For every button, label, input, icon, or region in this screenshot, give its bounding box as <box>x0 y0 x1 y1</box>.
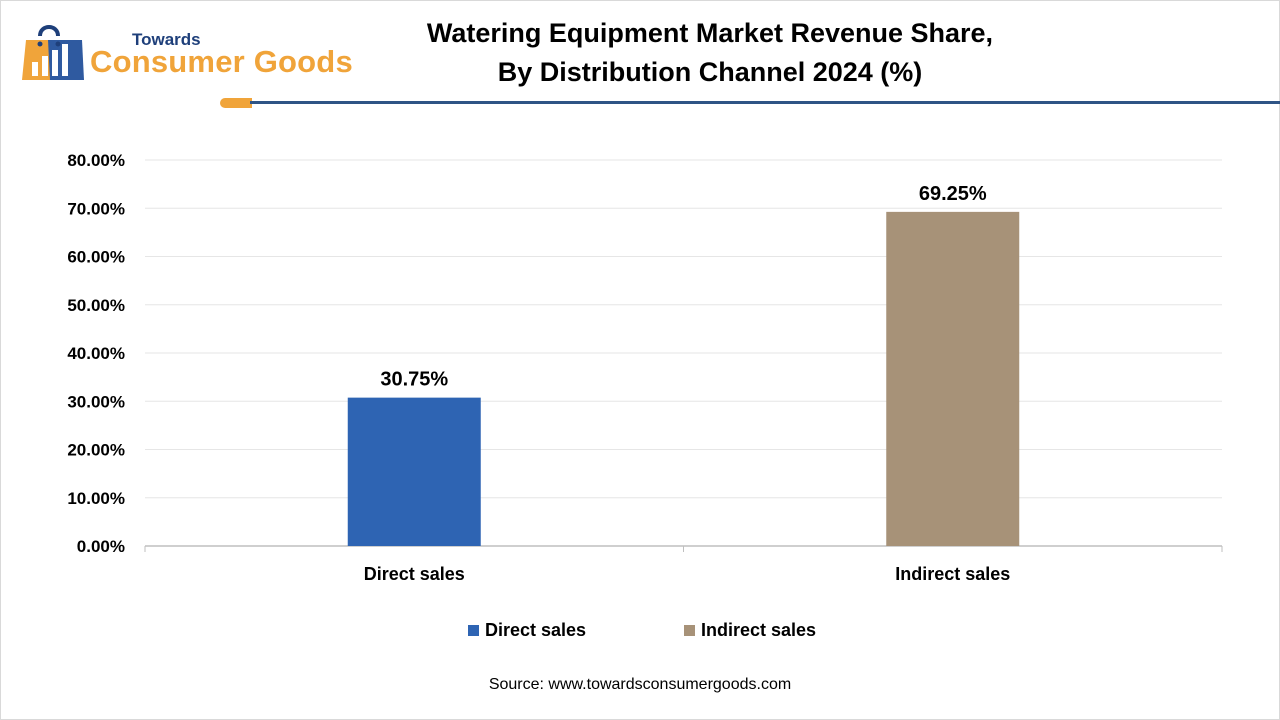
bar-direct-sales <box>347 397 481 546</box>
header-rule-accent <box>220 98 252 108</box>
legend-swatch-direct-sales <box>468 625 479 636</box>
y-tick-label: 10.00% <box>67 489 125 508</box>
y-tick-label: 40.00% <box>67 344 125 363</box>
shopping-bag-chart-icon <box>22 25 84 80</box>
bar-indirect-sales <box>886 211 1020 546</box>
legend-swatch-indirect-sales <box>684 625 695 636</box>
chart-title: Watering Equipment Market Revenue Share,… <box>400 14 1020 92</box>
y-tick-label: 30.00% <box>67 392 125 411</box>
y-tick-label: 80.00% <box>67 151 125 170</box>
source-note: Source: www.towardsconsumergoods.com <box>488 676 792 693</box>
header-rule <box>250 101 1280 104</box>
brand-logo: Towards Consumer Goods <box>20 18 370 90</box>
brand-name-small: Towards <box>132 30 201 49</box>
chart-legend: Direct sales Indirect sales <box>0 620 1280 644</box>
chart-title-line-2: By Distribution Channel 2024 (%) <box>497 57 923 87</box>
y-tick-label: 20.00% <box>67 441 125 460</box>
legend-item-indirect-sales: Indirect sales <box>684 620 816 641</box>
x-tick-label: Indirect sales <box>895 564 1010 584</box>
y-tick-label: 60.00% <box>67 248 125 267</box>
y-tick-label: 50.00% <box>67 296 125 315</box>
legend-item-direct-sales: Direct sales <box>468 620 586 641</box>
legend-label-indirect-sales: Indirect sales <box>701 620 817 640</box>
y-tick-label: 70.00% <box>67 199 125 218</box>
data-label: 69.25% <box>919 183 987 205</box>
legend-label-direct-sales: Direct sales <box>485 620 587 640</box>
x-tick-label: Direct sales <box>364 564 465 584</box>
y-tick-label: 0.00% <box>77 537 125 556</box>
brand-name-big: Consumer Goods <box>90 44 353 79</box>
data-label: 30.75% <box>380 369 448 391</box>
chart-title-line-1: Watering Equipment Market Revenue Share, <box>426 18 994 48</box>
